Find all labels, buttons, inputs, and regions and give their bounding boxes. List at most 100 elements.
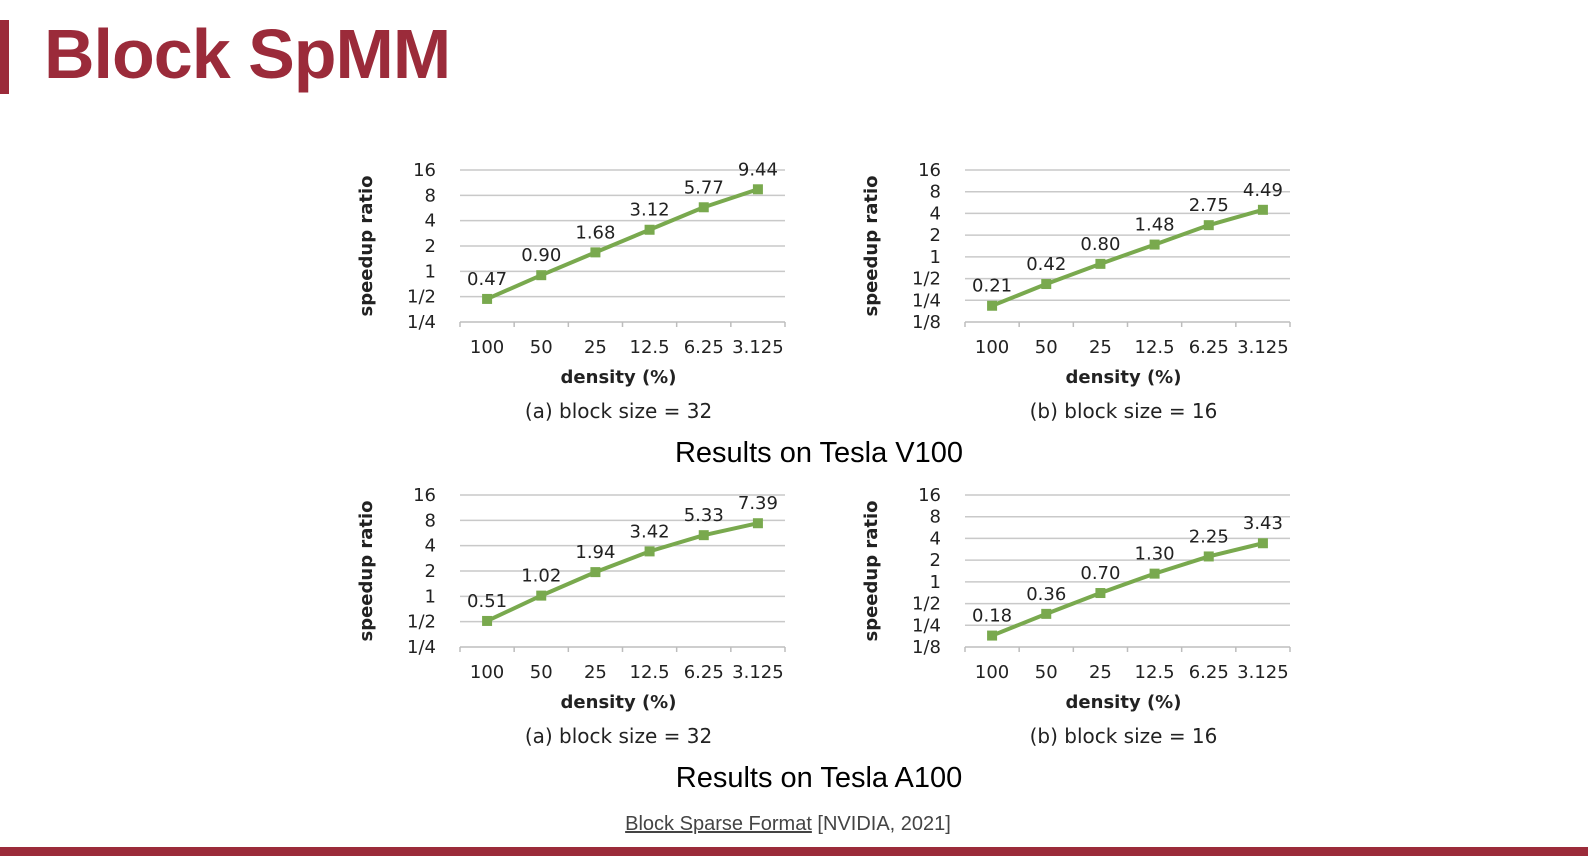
y-tick-label: 2 [425,561,436,582]
y-tick-label: 4 [425,211,436,232]
y-tick-label: 1/2 [407,287,436,308]
y-tick-label: 1/4 [407,637,436,658]
y-tick-label: 16 [413,485,436,506]
y-tick-label: 1/2 [912,269,941,290]
y-tick-label: 8 [930,507,941,528]
y-tick-label: 1/8 [912,312,941,333]
y-tick-label: 4 [930,203,941,224]
x-tick-label: 6.25 [1189,662,1229,683]
data-point [1257,538,1268,549]
data-label: 0.51 [467,591,507,612]
y-tick-label: 16 [413,160,436,181]
series-line [486,187,759,301]
data-point [1203,220,1214,231]
y-tick-label: 8 [425,510,436,531]
data-label: 5.77 [684,177,724,198]
chart-caption: (b) block size = 16 [1030,724,1218,748]
x-tick-label: 100 [975,337,1009,358]
data-label: 1.02 [521,566,561,587]
x-axis-label: density (%) [1066,367,1182,388]
chart-svg: 1/4 1/2 1 2 4 8 16 100 50 25 12.5 6.25 3.125 0.47 0.90… [356,159,786,423]
data-point [1257,204,1268,215]
data-point [698,530,709,541]
citation: Block Sparse Format [NVIDIA, 2021] [0,813,1576,836]
data-label: 0.90 [521,245,561,266]
citation-source: [NVIDIA, 2021] [811,813,951,835]
title-accent-bar [0,20,9,94]
y-tick-label: 1/8 [912,637,941,658]
y-tick-label: 1/4 [912,615,941,636]
data-label: 2.75 [1189,195,1229,216]
data-label: 3.43 [1243,513,1283,534]
chart-a100-block16: 1/8 1/4 1/2 1 2 4 8 16 100 50 25 12.5 6.25 3.125 0.18 0… [855,480,1315,750]
data-point [1095,258,1106,269]
data-point [1041,608,1052,619]
x-tick-label: 12.5 [630,337,670,358]
y-tick-label: 1/4 [407,312,436,333]
data-point [644,546,655,557]
data-label: 0.42 [1026,254,1066,275]
y-tick-label: 2 [425,236,436,257]
y-tick-label: 2 [930,550,941,571]
data-point [590,247,601,258]
data-label: 1.48 [1135,215,1175,236]
data-label: 3.42 [630,521,670,542]
section-label-v100: Results on Tesla V100 [674,437,964,469]
y-axis-label: speedup ratio [356,175,377,316]
y-tick-label: 8 [425,185,436,206]
chart-caption: (b) block size = 16 [1030,399,1218,423]
y-tick-label: 1 [930,572,941,593]
data-label: 2.25 [1189,526,1229,547]
chart-v100-block32: 1/4 1/2 1 2 4 8 16 100 50 25 12.5 6.25 3.125 0.47 0.90… [350,155,810,425]
data-point [752,184,763,195]
y-tick-label: 16 [918,485,941,506]
y-tick-label: 16 [918,160,941,181]
y-tick-label: 1/4 [912,290,941,311]
data-label: 3.12 [630,200,670,221]
x-tick-label: 6.25 [684,662,724,683]
data-point [536,590,547,601]
data-label: 4.49 [1243,180,1283,201]
y-tick-label: 4 [930,528,941,549]
x-tick-label: 3.125 [1237,662,1289,683]
series-line [991,207,1264,308]
x-tick-label: 12.5 [1135,337,1175,358]
data-label: 5.33 [684,505,724,526]
citation-link[interactable]: Block Sparse Format [625,813,812,835]
y-tick-label: 1/2 [912,594,941,615]
y-axis-label: speedup ratio [356,500,377,641]
x-tick-label: 50 [1035,662,1058,683]
x-axis-label: density (%) [561,692,677,713]
data-point [698,202,709,213]
y-tick-label: 1/2 [407,612,436,633]
data-label: 0.70 [1080,563,1120,584]
x-tick-label: 25 [1089,662,1112,683]
data-label: 1.30 [1135,544,1175,565]
data-label: 9.44 [738,159,778,180]
x-tick-label: 25 [584,337,607,358]
x-tick-label: 50 [1035,337,1058,358]
y-tick-label: 1 [425,261,436,282]
y-tick-label: 8 [930,182,941,203]
x-tick-label: 50 [530,337,553,358]
data-point [482,615,493,626]
chart-caption: (a) block size = 32 [525,724,712,748]
data-point [644,224,655,235]
data-label: 7.39 [738,493,778,514]
y-tick-label: 2 [930,225,941,246]
y-tick-label: 1 [425,586,436,607]
x-tick-label: 12.5 [630,662,670,683]
x-tick-label: 100 [975,662,1009,683]
x-tick-label: 6.25 [1189,337,1229,358]
x-axis-label: density (%) [561,367,677,388]
data-label: 1.94 [575,542,615,563]
x-tick-label: 100 [470,662,504,683]
data-label: 0.21 [972,276,1012,297]
chart-a100-block32: 1/4 1/2 1 2 4 8 16 100 50 25 12.5 6.25 3.125 0.51 1.02… [350,480,810,750]
data-point [987,630,998,641]
x-tick-label: 3.125 [1237,337,1289,358]
data-point [1149,568,1160,579]
data-point [1095,588,1106,599]
